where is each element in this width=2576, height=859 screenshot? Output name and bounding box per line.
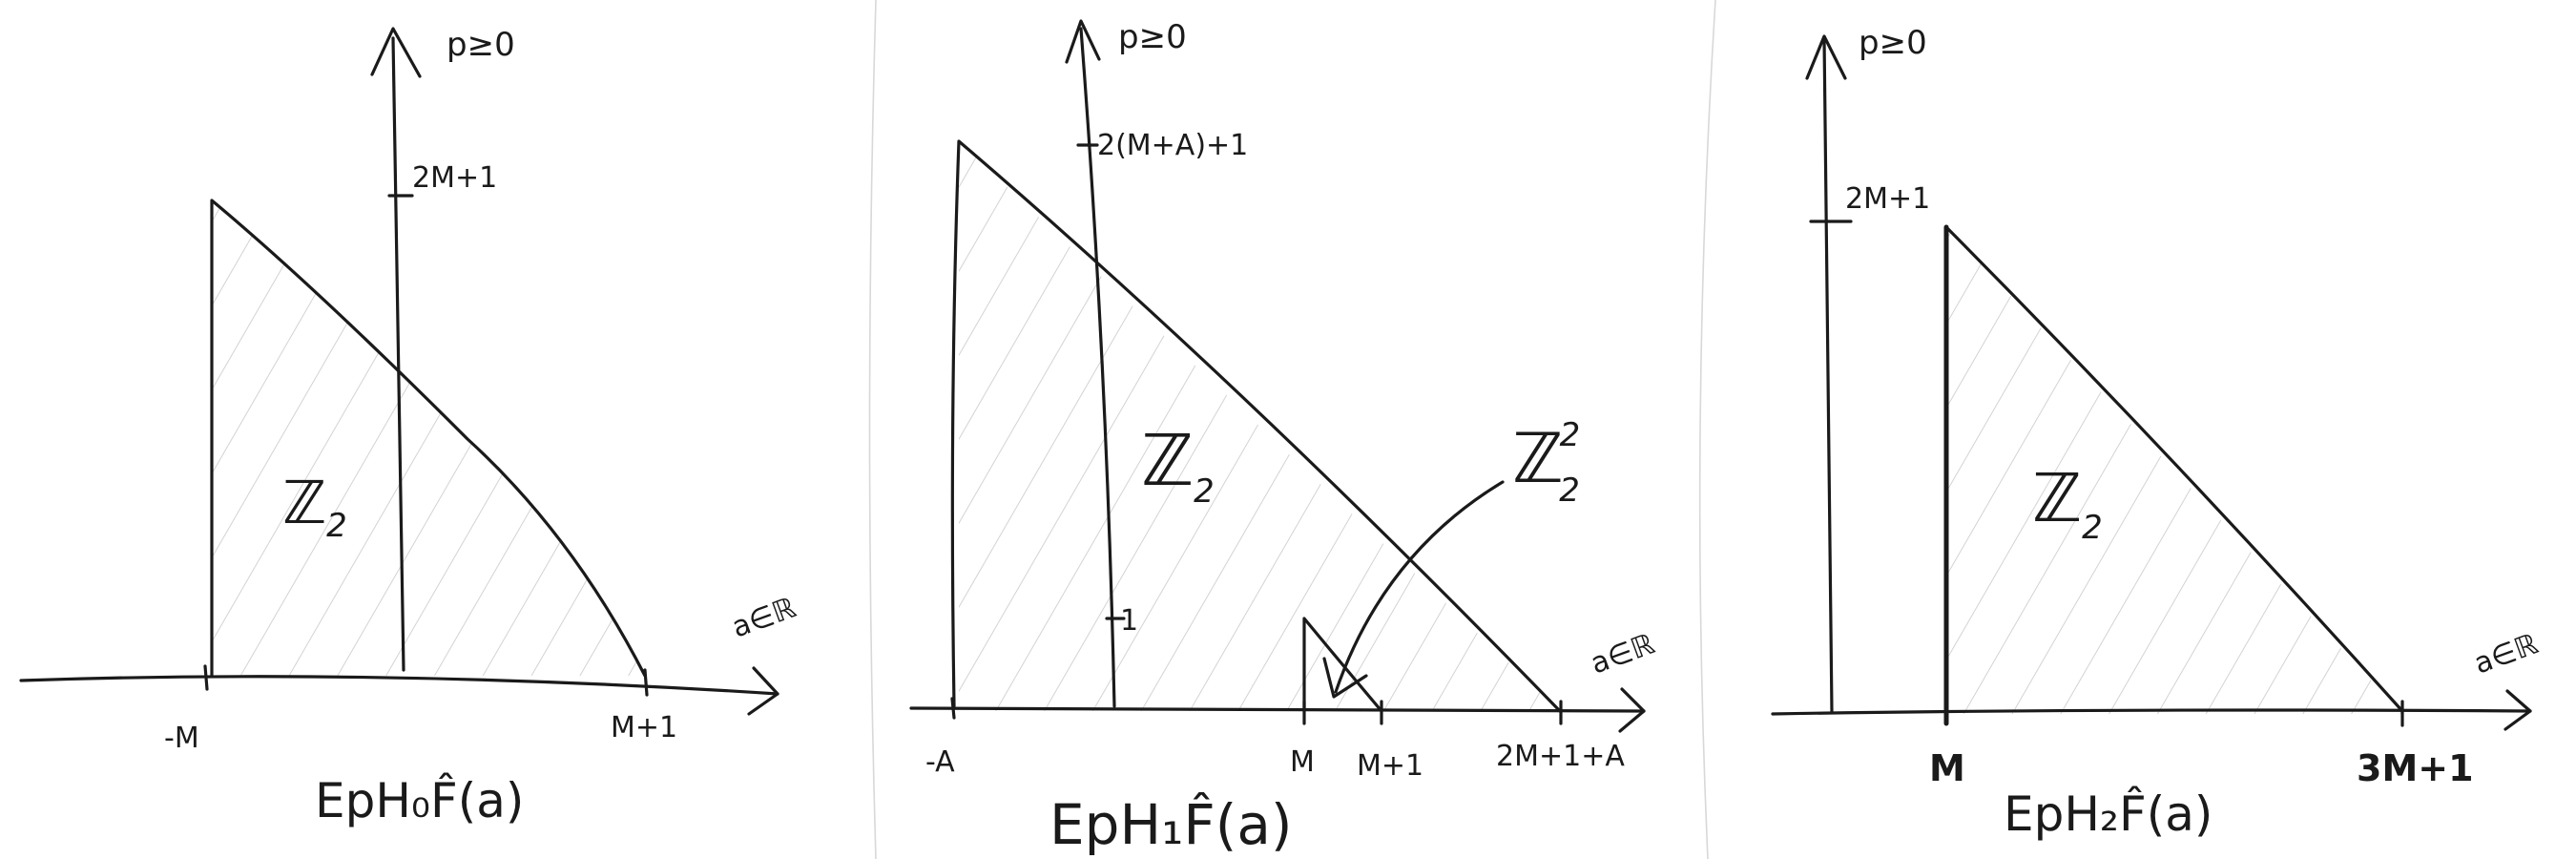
region-boundary: [1944, 225, 2404, 713]
x-axis-label: a∈ℝ: [728, 591, 800, 644]
y-tick-label-one: 1: [1120, 604, 1138, 638]
x-axis: [1771, 708, 2532, 716]
y-axis-arrowhead: [1065, 19, 1101, 64]
panel-divider-right: [1698, 0, 1716, 859]
y-axis: [1079, 27, 1116, 708]
small-region-label: ℤ2 2: [1512, 416, 1580, 510]
x-tick-label-neg-m: -M: [164, 722, 199, 755]
caption: EpH₂F̂(a): [2004, 786, 2212, 842]
region-label-sub: 2: [2082, 509, 2103, 547]
x-axis: [19, 675, 779, 696]
x-tick-label-m: M: [1929, 747, 1965, 789]
region-label: ℤ2: [282, 468, 347, 545]
region-boundary: [950, 139, 1562, 713]
region-label: ℤ2: [2032, 459, 2103, 547]
panel-h0: p≥0 2M+1 a∈ℝ -M M+1 ℤ2 EpH₀F̂(a): [19, 26, 800, 828]
y-axis-label: p≥0: [1859, 24, 1927, 62]
region-label-sub: 2: [326, 507, 347, 545]
region-hatching: [1946, 227, 2402, 714]
x-axis-arrowhead: [747, 666, 779, 716]
small-region-boundary: [1302, 617, 1383, 713]
x-axis-label: a∈ℝ: [1587, 627, 1659, 681]
panel-divider-left: [868, 0, 877, 859]
x-tick-label-neg-a: -A: [925, 745, 955, 779]
x-tick-label-2m-plus-1-plus-a: 2M+1+A: [1496, 740, 1625, 773]
x-tick-left: [203, 664, 209, 691]
small-region-label-sub: 2: [1559, 471, 1580, 510]
y-tick-label-top: 2(M+A)+1: [1097, 129, 1248, 162]
x-tick-right: [643, 668, 649, 697]
region-hatching: [212, 200, 645, 676]
x-axis-arrowhead: [2503, 689, 2532, 731]
small-region-label-main: ℤ: [1512, 418, 1564, 498]
x-tick-label-m-plus-1: M+1: [611, 711, 677, 744]
region-label-main: ℤ: [282, 468, 326, 537]
x-tick-label-3m-plus-1: 3M+1: [2357, 747, 2474, 789]
pointer-arrowhead: [1322, 657, 1368, 699]
pointer-arrow: [1334, 480, 1505, 694]
y-axis-arrowhead: [370, 27, 422, 78]
region-label-sub: 2: [1194, 472, 1215, 511]
y-axis-label: p≥0: [447, 26, 515, 64]
y-axis-arrowhead: [1805, 34, 1847, 80]
x-tick-label-m: M: [1290, 745, 1315, 779]
x-axis: [909, 706, 1646, 713]
y-axis-label: p≥0: [1118, 18, 1187, 56]
x-axis-label: a∈ℝ: [2470, 627, 2543, 681]
region-label: ℤ2: [1141, 420, 1215, 511]
region-label-main: ℤ: [1141, 420, 1194, 502]
y-tick-label: 2M+1: [1845, 182, 1930, 216]
x-tick-neg-a: [950, 697, 956, 720]
y-axis: [1822, 36, 1834, 714]
region-boundary: [210, 199, 647, 678]
caption: EpH₀F̂(a): [315, 772, 524, 828]
small-region-label-sup: 2: [1560, 416, 1581, 454]
caption: EpH₁F̂(a): [1049, 791, 1293, 857]
x-axis-arrowhead: [1618, 687, 1646, 733]
x-tick-label-m-plus-1: M+1: [1357, 749, 1423, 783]
y-axis: [391, 36, 405, 672]
panel-h1: p≥0 2(M+A)+1 1 a∈ℝ -A M M+1 2M+1+A ℤ2 ℤ2…: [909, 18, 1659, 857]
panel-h2: p≥0 2M+1 a∈ℝ M 3M+1 ℤ2 EpH₂F̂(a): [1771, 24, 2543, 842]
region-label-main: ℤ: [2032, 459, 2082, 537]
y-tick-label: 2M+1: [412, 161, 497, 195]
